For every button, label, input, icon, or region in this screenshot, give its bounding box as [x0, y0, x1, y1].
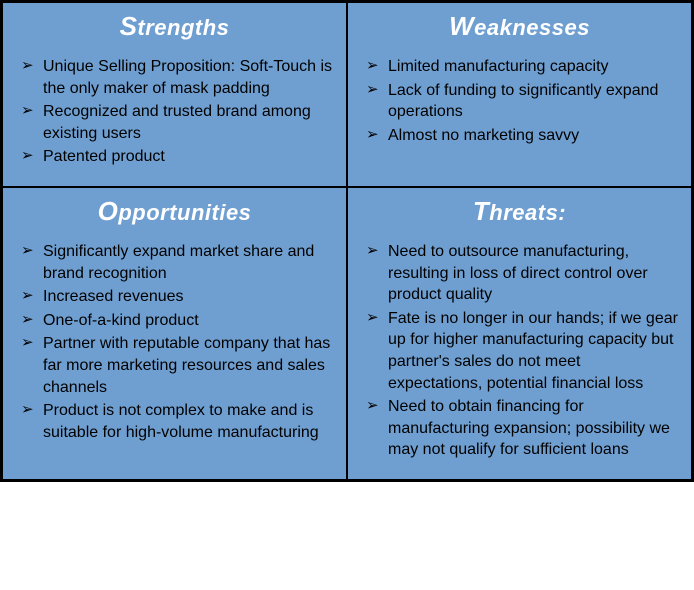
- title-strengths: Strengths: [15, 11, 334, 42]
- quadrant-strengths: Strengths Unique Selling Proposition: So…: [2, 2, 347, 187]
- list-item: Recognized and trusted brand among exist…: [21, 101, 334, 144]
- list-item: Limited manufacturing capacity: [366, 56, 679, 78]
- list-opportunities: Significantly expand market share and br…: [15, 241, 334, 443]
- list-item: Product is not complex to make and is su…: [21, 400, 334, 443]
- title-first-letter: W: [449, 11, 474, 41]
- list-item: Partner with reputable company that has …: [21, 333, 334, 398]
- list-item: One-of-a-kind product: [21, 310, 334, 332]
- list-item: Need to obtain financing for manufacturi…: [366, 396, 679, 461]
- list-item: Significantly expand market share and br…: [21, 241, 334, 284]
- list-item: Increased revenues: [21, 286, 334, 308]
- title-rest: pportunities: [118, 200, 251, 225]
- list-weaknesses: Limited manufacturing capacityLack of fu…: [360, 56, 679, 146]
- list-item: Fate is no longer in our hands; if we ge…: [366, 308, 679, 394]
- list-item: Almost no marketing savvy: [366, 125, 679, 147]
- title-opportunities: Opportunities: [15, 196, 334, 227]
- title-first-letter: T: [473, 196, 489, 226]
- list-item: Unique Selling Proposition: Soft-Touch i…: [21, 56, 334, 99]
- swot-grid: Strengths Unique Selling Proposition: So…: [0, 0, 694, 482]
- title-weaknesses: Weaknesses: [360, 11, 679, 42]
- quadrant-threats: Threats: Need to outsource manufacturing…: [347, 187, 692, 480]
- title-first-letter: O: [98, 196, 119, 226]
- title-rest: eaknesses: [474, 15, 590, 40]
- quadrant-weaknesses: Weaknesses Limited manufacturing capacit…: [347, 2, 692, 187]
- quadrant-opportunities: Opportunities Significantly expand marke…: [2, 187, 347, 480]
- title-rest: hreats:: [489, 200, 566, 225]
- title-rest: trengths: [137, 15, 229, 40]
- title-first-letter: S: [120, 11, 138, 41]
- list-item: Lack of funding to significantly expand …: [366, 80, 679, 123]
- list-item: Need to outsource manufacturing, resulti…: [366, 241, 679, 306]
- list-threats: Need to outsource manufacturing, resulti…: [360, 241, 679, 461]
- list-item: Patented product: [21, 146, 334, 168]
- title-threats: Threats:: [360, 196, 679, 227]
- list-strengths: Unique Selling Proposition: Soft-Touch i…: [15, 56, 334, 168]
